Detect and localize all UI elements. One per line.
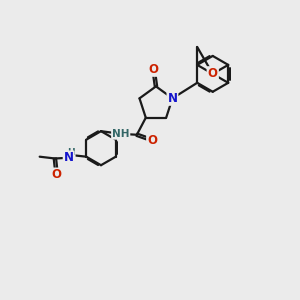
Text: O: O xyxy=(147,134,157,147)
Text: O: O xyxy=(148,63,159,76)
Text: N: N xyxy=(64,152,74,164)
Text: O: O xyxy=(52,169,62,182)
Text: NH: NH xyxy=(112,129,130,139)
Text: O: O xyxy=(208,68,218,80)
Text: N: N xyxy=(167,92,177,105)
Text: H: H xyxy=(67,148,75,157)
Text: O: O xyxy=(208,68,218,80)
